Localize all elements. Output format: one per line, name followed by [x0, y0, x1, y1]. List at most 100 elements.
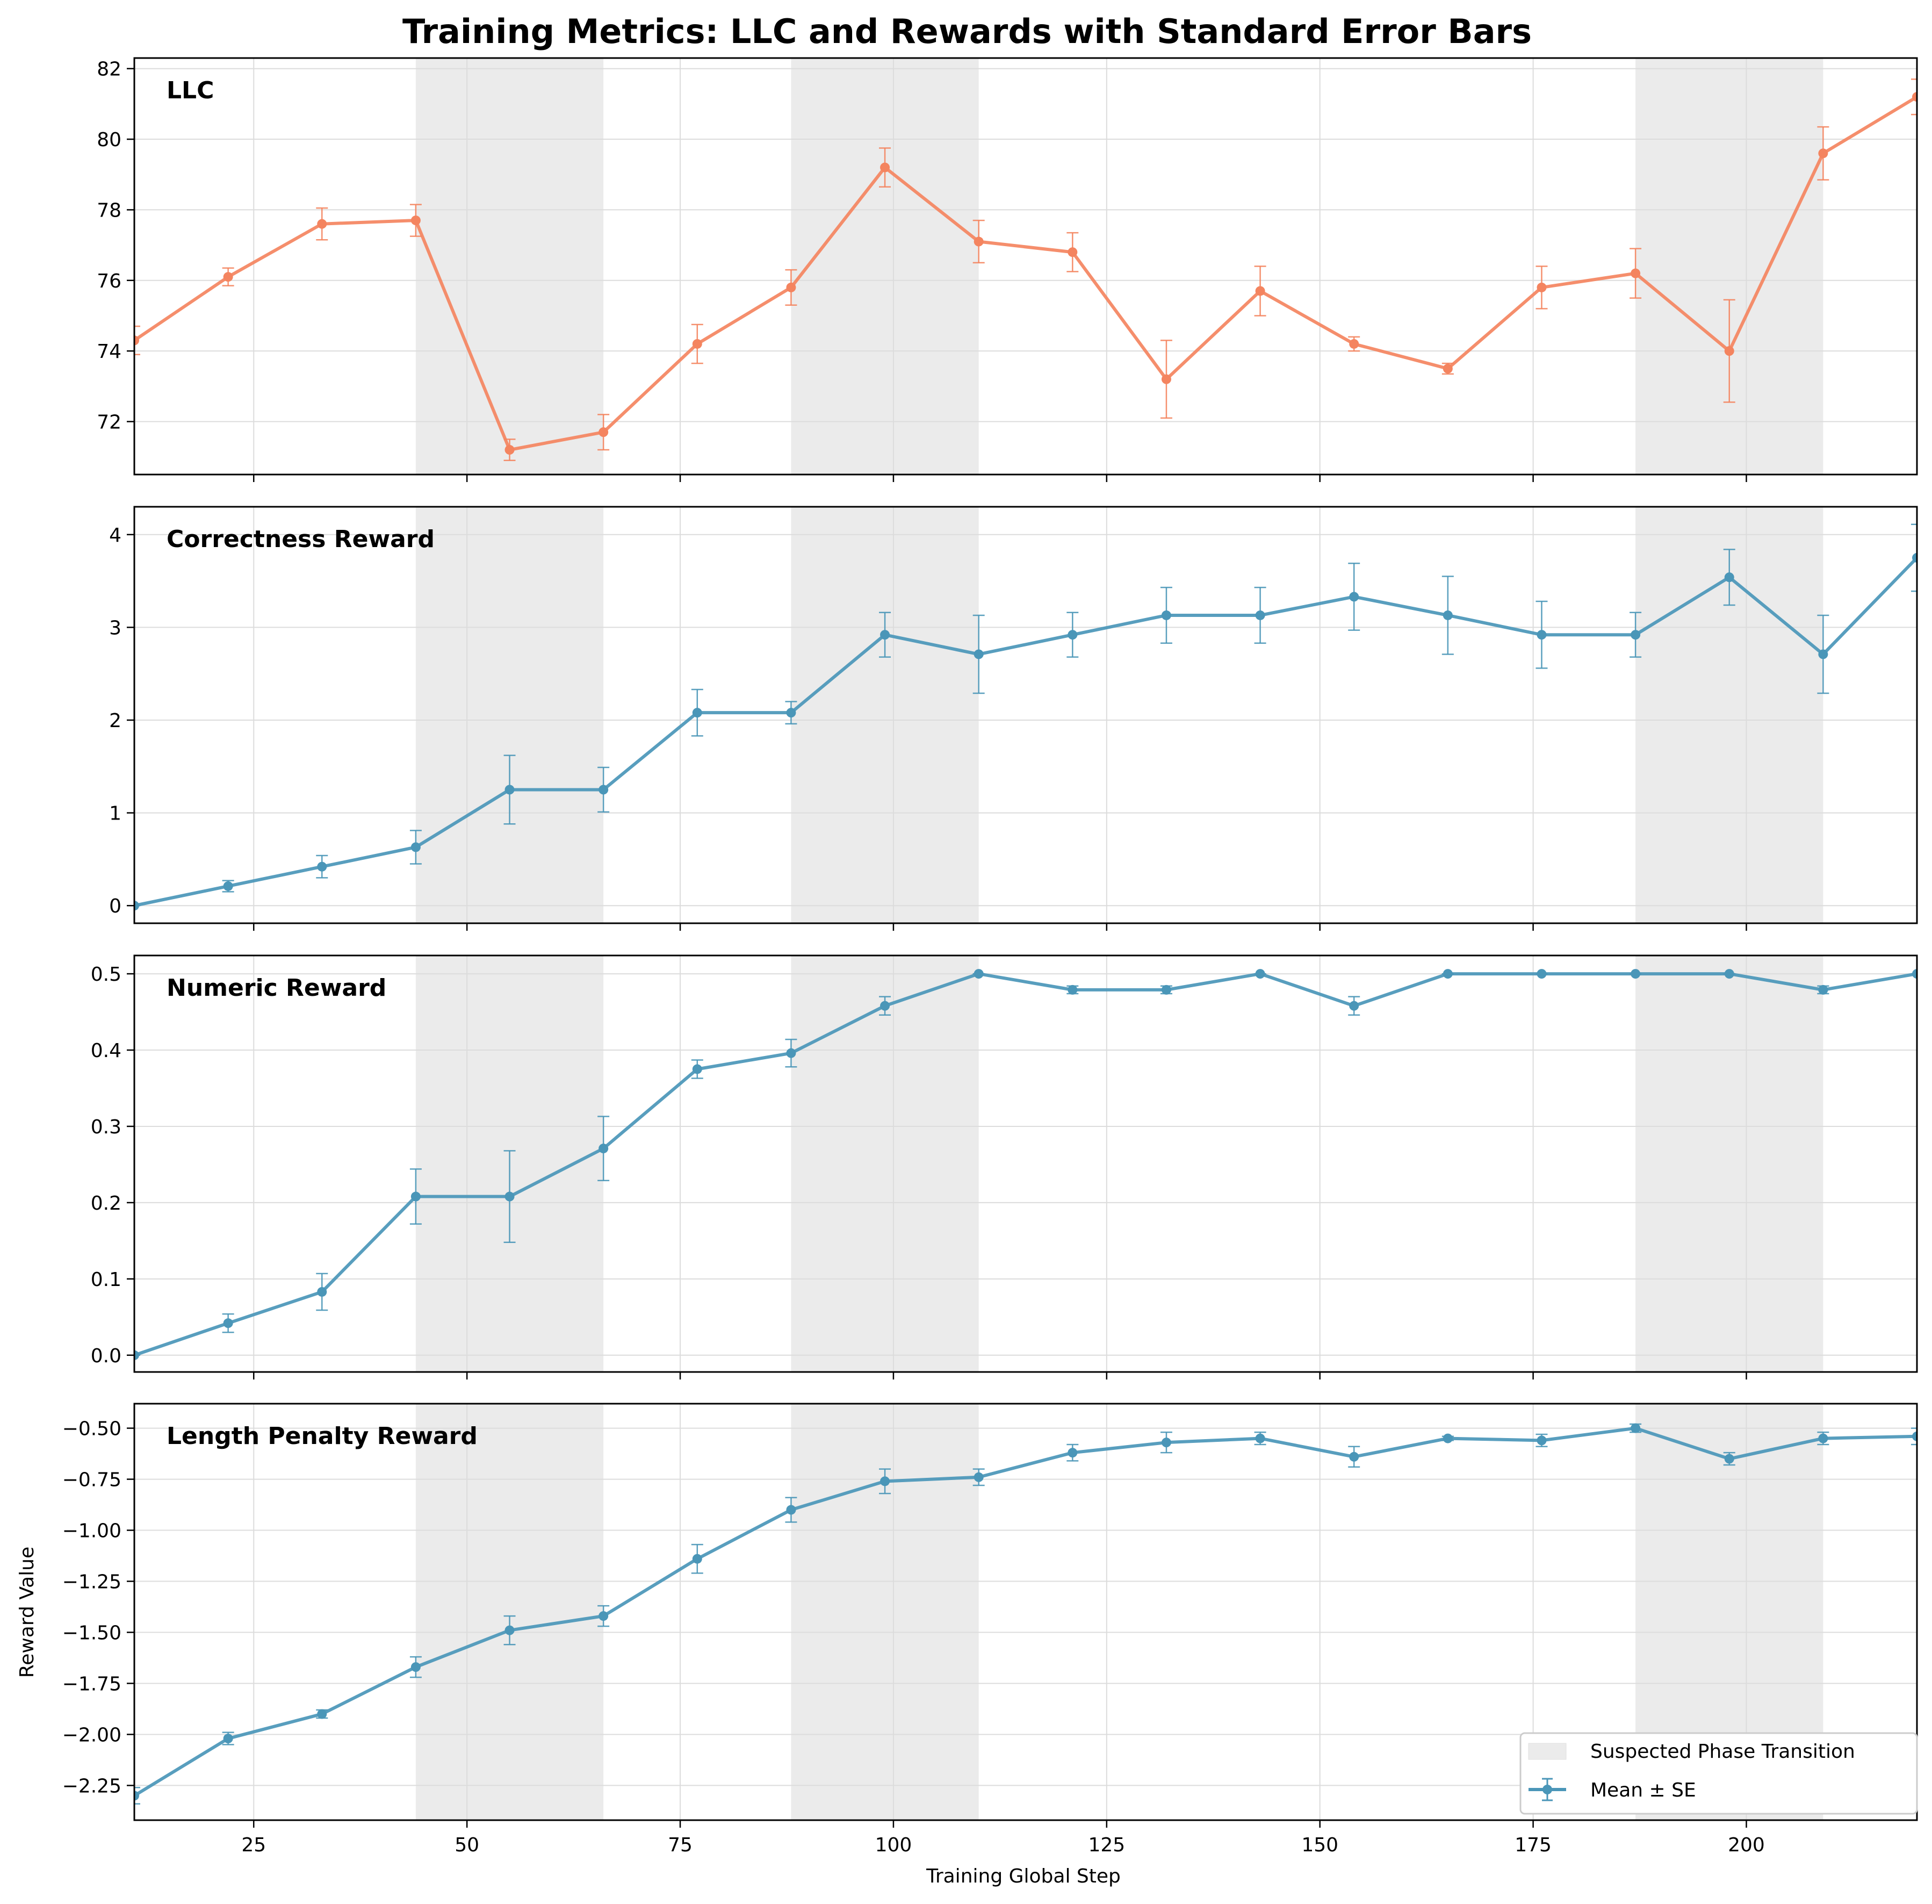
y-tick-label: 82	[97, 59, 121, 81]
x-tick-label: 100	[875, 1834, 912, 1856]
data-point	[410, 842, 421, 852]
figure-title: Training Metrics: LLC and Rewards with S…	[402, 12, 1532, 51]
y-tick-label: 3	[109, 617, 121, 639]
data-point	[1443, 610, 1453, 620]
series-line	[134, 972, 1917, 1357]
y-tick-label: 0.5	[91, 964, 121, 986]
data-point	[974, 236, 984, 247]
data-point	[880, 1001, 890, 1011]
y-tick-label: −1.25	[62, 1571, 121, 1593]
data-point	[134, 335, 139, 346]
data-point	[1161, 610, 1171, 620]
y-tick-label: −2.25	[62, 1775, 121, 1797]
series-3	[134, 1423, 1917, 1805]
data-point	[974, 1472, 984, 1482]
data-point	[1537, 282, 1547, 292]
data-point	[1349, 339, 1359, 349]
data-point	[1161, 985, 1171, 995]
data-point	[223, 1734, 233, 1744]
data-point	[134, 1791, 139, 1801]
phase-transition-region	[791, 1404, 979, 1820]
data-point	[1537, 1435, 1547, 1446]
data-point	[786, 282, 796, 292]
data-point	[504, 1191, 515, 1202]
data-point	[1724, 346, 1734, 356]
data-point	[1818, 649, 1828, 659]
series-2	[134, 969, 1917, 1360]
series-line	[134, 1426, 1917, 1797]
phase-transition-region	[415, 58, 604, 475]
panel-label: Numeric Reward	[167, 974, 386, 1002]
data-point	[1068, 985, 1078, 995]
y-tick-label: −0.50	[62, 1418, 121, 1440]
data-point	[317, 219, 327, 229]
data-point	[223, 881, 233, 891]
x-tick-label: 150	[1301, 1834, 1338, 1856]
data-point	[1912, 552, 1917, 563]
y-tick-label: −1.75	[62, 1673, 121, 1695]
data-point	[1255, 610, 1265, 620]
data-point	[1724, 1454, 1734, 1464]
data-point	[1255, 286, 1265, 296]
data-point	[880, 1476, 890, 1486]
legend: Suspected Phase Transition Mean ± SE	[1519, 1732, 1918, 1815]
data-point	[692, 339, 702, 349]
axes-frame	[133, 1403, 1918, 1821]
data-point	[599, 1611, 609, 1621]
phase-transition-region	[415, 507, 604, 923]
data-point	[1724, 969, 1734, 979]
legend-label-mean: Mean ± SE	[1590, 1779, 1696, 1801]
data-point	[599, 785, 609, 795]
axes-frame	[133, 954, 1918, 1373]
legend-marker-swatch	[1542, 1785, 1552, 1794]
data-point	[880, 630, 890, 640]
data-point	[1161, 1438, 1171, 1448]
data-point	[1912, 92, 1917, 102]
panel-0: 72 74 76 78 80 82 LLC	[97, 57, 1918, 482]
panel-label: Length Penalty Reward	[167, 1422, 478, 1450]
legend-frame	[1519, 1732, 1918, 1815]
data-point	[692, 1554, 702, 1564]
data-point	[1537, 969, 1547, 979]
x-tick-label: 50	[455, 1834, 479, 1856]
data-point	[1255, 969, 1265, 979]
data-point	[317, 1709, 327, 1719]
y-tick-label: 72	[97, 411, 121, 433]
data-point	[1068, 1448, 1078, 1458]
data-point	[1537, 630, 1547, 640]
y-tick-label: 0.2	[91, 1192, 121, 1215]
series-0	[134, 78, 1917, 461]
series-1	[134, 523, 1917, 911]
y-tick-label: 80	[97, 129, 121, 151]
series-line	[134, 95, 1917, 452]
data-point	[317, 1287, 327, 1297]
phase-transition-region	[791, 507, 979, 923]
data-point	[504, 785, 515, 795]
x-tick-label: 200	[1728, 1834, 1765, 1856]
y-tick-label: 76	[97, 270, 121, 292]
axes-frame	[133, 506, 1918, 924]
data-point	[1818, 1433, 1828, 1443]
data-point	[134, 901, 139, 911]
panel-label: Correctness Reward	[167, 526, 435, 553]
data-point	[1631, 969, 1641, 979]
y-tick-label: −2.00	[62, 1724, 121, 1746]
x-axis-label: Training Global Step	[926, 1865, 1121, 1887]
y-tick-label: 0.1	[91, 1269, 121, 1291]
y-tick-label: 74	[97, 341, 121, 363]
data-point	[1443, 969, 1453, 979]
data-point	[317, 861, 327, 872]
y-tick-label: −1.00	[62, 1520, 121, 1542]
x-tick-label: 25	[241, 1834, 266, 1856]
data-point	[692, 708, 702, 718]
x-tick-label: 125	[1088, 1834, 1125, 1856]
y-axis-label: Reward Value	[16, 1547, 38, 1678]
data-point	[1631, 630, 1641, 640]
x-tick-label: 175	[1515, 1834, 1552, 1856]
data-point	[1631, 1423, 1641, 1433]
y-tick-label: 4	[109, 525, 121, 547]
phase-transition-region	[415, 1404, 604, 1820]
data-point	[1068, 630, 1078, 640]
data-point	[1818, 985, 1828, 995]
